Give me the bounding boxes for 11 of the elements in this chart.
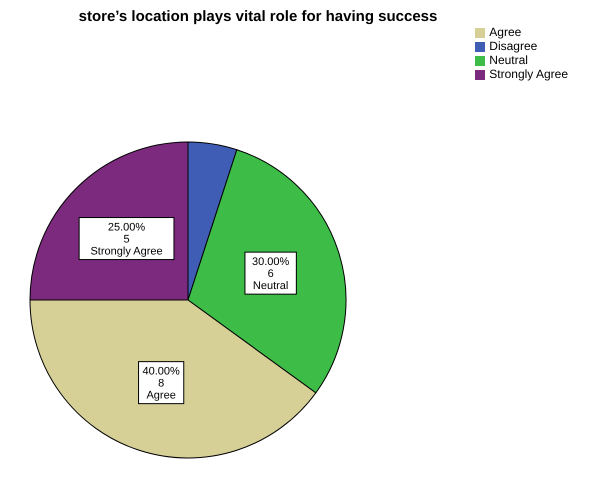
legend-label: Strongly Agree <box>489 67 568 81</box>
data-label: 30.00% 6 <box>252 256 290 280</box>
chart-title: store’s location plays vital role for having success <box>78 8 438 25</box>
legend-label: Disagree <box>489 39 538 53</box>
slice-label: Strongly Agree <box>90 246 163 258</box>
data-label: 25.00% 5 <box>108 222 146 246</box>
legend-label: Agree <box>489 25 522 39</box>
data-label: 40.00% 8 <box>142 366 180 390</box>
slice-label: Neutral <box>252 280 288 292</box>
slice-label: Agree <box>146 390 176 402</box>
legend-label: Neutral <box>489 53 528 67</box>
